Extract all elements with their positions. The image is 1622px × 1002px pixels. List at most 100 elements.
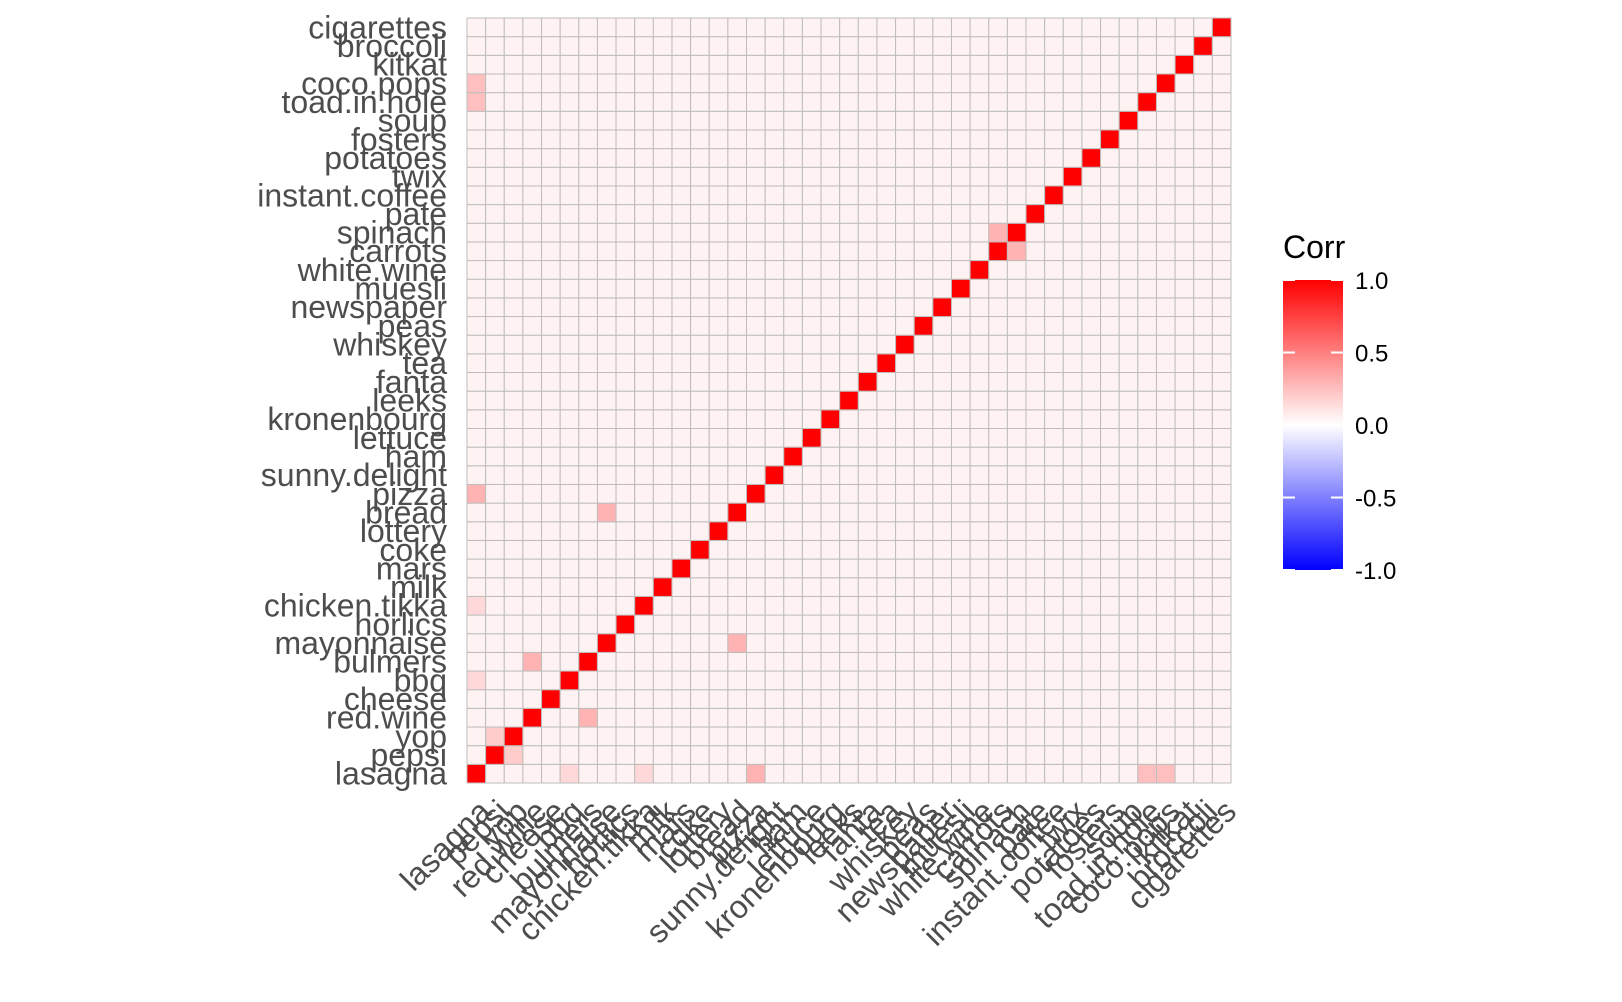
legend-tick-label: -0.5 [1355,486,1396,513]
heatmap-cell [541,185,561,206]
heatmap-cell [801,73,822,94]
heatmap-cell [1081,260,1102,280]
heatmap-cell [857,54,878,75]
heatmap-cell [596,390,617,411]
heatmap-cell [857,745,878,765]
heatmap-cell [503,502,524,523]
heatmap-cell [1062,651,1083,672]
heatmap-cell [1137,707,1157,728]
heatmap-cell [839,595,859,616]
heatmap-cell [503,651,524,672]
heatmap-cell [634,707,654,728]
heatmap-cell [1174,595,1195,616]
heatmap-cell [1025,651,1046,672]
heatmap-cell [1081,558,1102,579]
heatmap-cell [820,689,841,709]
heatmap-cell [1062,521,1083,541]
heatmap-cell [895,110,915,131]
heatmap-cell [1137,465,1157,485]
heatmap-cell [913,539,934,560]
heatmap-cell [950,372,971,392]
heatmap-cell [485,539,505,560]
heatmap-cell [1081,595,1102,616]
heatmap-cell [727,595,748,616]
heatmap-cell [615,633,636,653]
heatmap-cell [820,204,841,224]
heatmap-cell [615,409,636,429]
heatmap-cell [839,651,859,672]
heatmap-cell [839,278,859,299]
heatmap-cell [950,726,971,747]
heatmap-cell [596,651,617,672]
heatmap-cell [783,278,803,299]
heatmap-cell [522,241,543,262]
heatmap-cell [578,297,598,318]
heatmap-cell [1100,390,1120,411]
heatmap-cell [895,446,915,467]
heatmap-cell [820,446,841,467]
heatmap-cell [503,521,524,541]
heatmap-cell [596,745,617,765]
heatmap-cell [876,521,897,541]
heatmap-cell [690,260,710,280]
heatmap-cell [503,204,524,224]
heatmap-cell [1137,260,1157,280]
heatmap-cell [1193,17,1213,38]
heatmap-cell [466,558,487,579]
heatmap-cell [522,54,543,75]
heatmap-cell [1100,222,1120,243]
heatmap-cell [1174,148,1195,168]
heatmap-cell [839,409,859,429]
heatmap-cell [690,427,710,448]
heatmap-cell [857,483,878,504]
heatmap-cell [559,614,580,635]
heatmap-cell [839,185,859,206]
heatmap-cell [1062,54,1083,75]
heatmap-cell [1155,353,1176,374]
legend-ticks: 1.00.50.0-0.5-1.0 [1283,268,1396,585]
heatmap-cell [671,222,692,243]
heatmap-cell [708,446,729,467]
heatmap-cell [932,483,952,504]
heatmap-cell [671,483,692,504]
heatmap-cell [1081,726,1102,747]
heatmap-cell [652,222,673,243]
heatmap-cell [1137,334,1157,355]
heatmap-cell [1100,334,1120,355]
heatmap-cell [857,390,878,411]
heatmap-cell [503,36,524,56]
heatmap-cell [820,595,841,616]
heatmap-cell [1025,521,1046,541]
heatmap-cell [652,521,673,541]
heatmap-cell [596,614,617,635]
heatmap-cell [1211,595,1232,616]
heatmap-cell [746,185,766,206]
heatmap-cell [1006,558,1027,579]
heatmap-cell [820,260,841,280]
heatmap-cell [932,595,952,616]
heatmap-cell [1174,185,1195,206]
heatmap-cell [932,577,952,597]
heatmap-cell [950,297,971,318]
heatmap-cell [746,763,766,784]
heatmap-cell [857,73,878,94]
heatmap-cell [559,129,580,150]
heatmap-cell [801,278,822,299]
heatmap-cell [708,129,729,150]
heatmap-cell [522,558,543,579]
heatmap-cell [671,166,692,187]
heatmap-cell [1211,185,1232,206]
heatmap-cell [1006,185,1027,206]
heatmap-cell [615,316,636,336]
heatmap-cell [522,297,543,318]
heatmap-cell [950,614,971,635]
heatmap-cell [1137,745,1157,765]
heatmap-cell [559,483,580,504]
heatmap-cell [690,17,710,38]
heatmap-cell [690,465,710,485]
heatmap-cell [727,148,748,168]
heatmap-cell [541,110,561,131]
heatmap-cell [503,260,524,280]
heatmap-cell [727,73,748,94]
